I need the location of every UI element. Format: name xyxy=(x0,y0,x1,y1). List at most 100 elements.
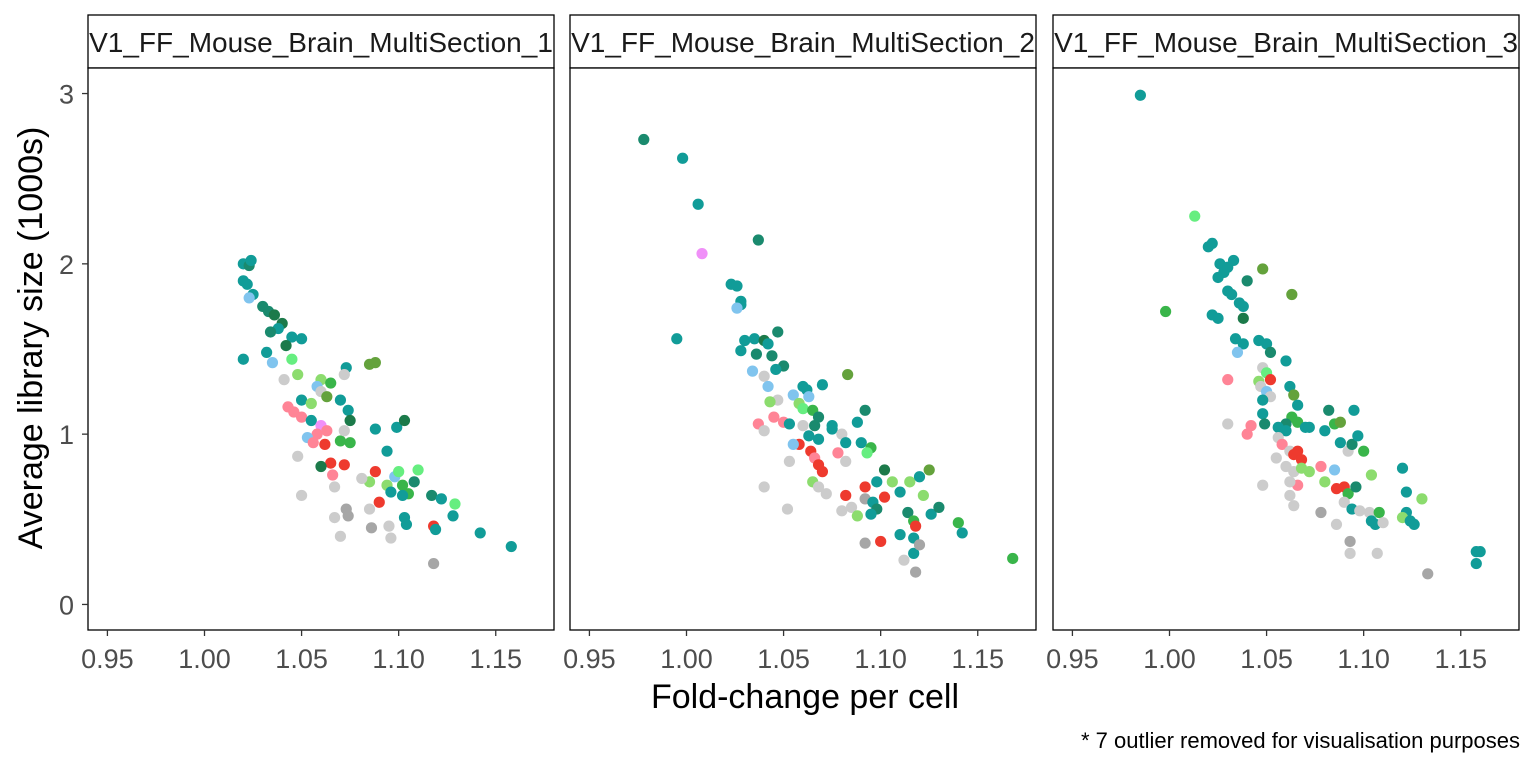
data-point xyxy=(671,333,683,345)
data-point xyxy=(842,368,854,381)
data-point xyxy=(1371,547,1383,559)
data-point xyxy=(1295,454,1308,466)
data-point xyxy=(327,469,339,481)
data-point xyxy=(1319,476,1331,488)
data-point xyxy=(1212,271,1224,284)
data-point xyxy=(1257,263,1269,275)
strip-label: V1_FF_Mouse_Brain_MultiSection_1 xyxy=(89,27,553,58)
data-point xyxy=(435,493,447,505)
data-point xyxy=(783,455,796,467)
data-point xyxy=(812,433,825,445)
data-point xyxy=(311,428,323,440)
data-point xyxy=(746,365,759,377)
data-point xyxy=(1226,288,1238,301)
data-point xyxy=(1264,374,1277,386)
data-point xyxy=(1241,275,1253,287)
data-point xyxy=(344,437,356,449)
data-point xyxy=(851,510,863,522)
x-tick-label: 1.05 xyxy=(1240,644,1293,674)
data-point xyxy=(338,459,350,471)
data-point xyxy=(952,517,964,529)
data-point xyxy=(328,511,341,524)
facet-panel-3: V1_FF_Mouse_Brain_MultiSection_3 xyxy=(1052,14,1520,631)
data-point xyxy=(261,346,273,359)
y-tick-label: 2 xyxy=(59,250,74,280)
data-point xyxy=(1231,346,1244,359)
data-point xyxy=(735,345,747,357)
data-point xyxy=(369,423,381,435)
data-point xyxy=(1346,438,1358,450)
data-point xyxy=(505,540,517,553)
data-point xyxy=(334,530,347,542)
data-point xyxy=(816,379,829,391)
data-point xyxy=(1303,466,1315,478)
data-point xyxy=(787,438,799,450)
strip-background xyxy=(569,14,1037,69)
panel-border xyxy=(569,67,1037,631)
data-point xyxy=(1328,464,1341,476)
data-point xyxy=(369,357,381,369)
data-point xyxy=(286,331,298,343)
data-point xyxy=(851,416,863,428)
data-point xyxy=(783,418,796,430)
data-point xyxy=(871,476,883,488)
data-point xyxy=(426,489,438,502)
data-point xyxy=(1222,374,1234,386)
data-point xyxy=(1373,506,1385,519)
data-point xyxy=(1365,469,1378,481)
data-point xyxy=(787,389,799,401)
data-point xyxy=(305,414,317,427)
data-point xyxy=(859,537,871,549)
data-point xyxy=(1344,547,1356,559)
data-point xyxy=(1323,404,1335,416)
data-point xyxy=(408,476,420,488)
data-point xyxy=(369,466,381,478)
data-point xyxy=(1206,237,1218,250)
panel-border xyxy=(87,67,555,631)
data-point xyxy=(449,498,461,510)
data-point xyxy=(836,505,848,517)
data-point xyxy=(1189,210,1201,222)
data-point xyxy=(925,508,937,520)
data-point xyxy=(1264,346,1277,359)
data-point xyxy=(1260,338,1273,350)
x-tick-label: 0.95 xyxy=(81,644,134,674)
data-point xyxy=(758,370,770,382)
data-point xyxy=(381,445,393,457)
data-point xyxy=(933,501,945,513)
data-point xyxy=(243,292,255,304)
data-point xyxy=(474,527,486,539)
data-point xyxy=(385,532,397,544)
strip-label: V1_FF_Mouse_Brain_MultiSection_3 xyxy=(1054,27,1518,58)
data-point xyxy=(237,353,249,365)
data-point xyxy=(328,481,341,493)
data-point xyxy=(809,420,821,432)
y-tick-label: 3 xyxy=(59,80,74,110)
data-point xyxy=(295,411,308,423)
data-point xyxy=(1334,416,1346,428)
data-point xyxy=(956,527,968,539)
data-point xyxy=(898,554,910,566)
data-point xyxy=(910,520,922,532)
data-point xyxy=(278,374,290,386)
data-point xyxy=(696,248,708,260)
x-axes: 0.95 1.00 1.05 1.10 1.15 0.95 1.00 1.05 1.10 1.15… xyxy=(81,630,1487,674)
data-point xyxy=(342,404,354,416)
chart-caption: * 7 outlier removed for visualisation pu… xyxy=(1081,728,1520,753)
data-point xyxy=(393,466,405,478)
point-layer xyxy=(1134,89,1486,580)
data-point xyxy=(1237,300,1249,313)
data-point xyxy=(1292,399,1304,411)
data-point xyxy=(344,414,356,427)
x-tick-label: 1.10 xyxy=(372,644,425,674)
data-point xyxy=(768,411,780,423)
y-axis: 0 1 2 3 xyxy=(59,80,88,620)
panel-border xyxy=(1052,67,1520,631)
data-point xyxy=(334,394,347,406)
data-point xyxy=(295,489,308,502)
data-point xyxy=(816,466,829,478)
data-point xyxy=(1400,486,1412,498)
data-point xyxy=(812,411,825,423)
data-point xyxy=(268,309,280,321)
x-tick-label: 1.05 xyxy=(757,644,810,674)
